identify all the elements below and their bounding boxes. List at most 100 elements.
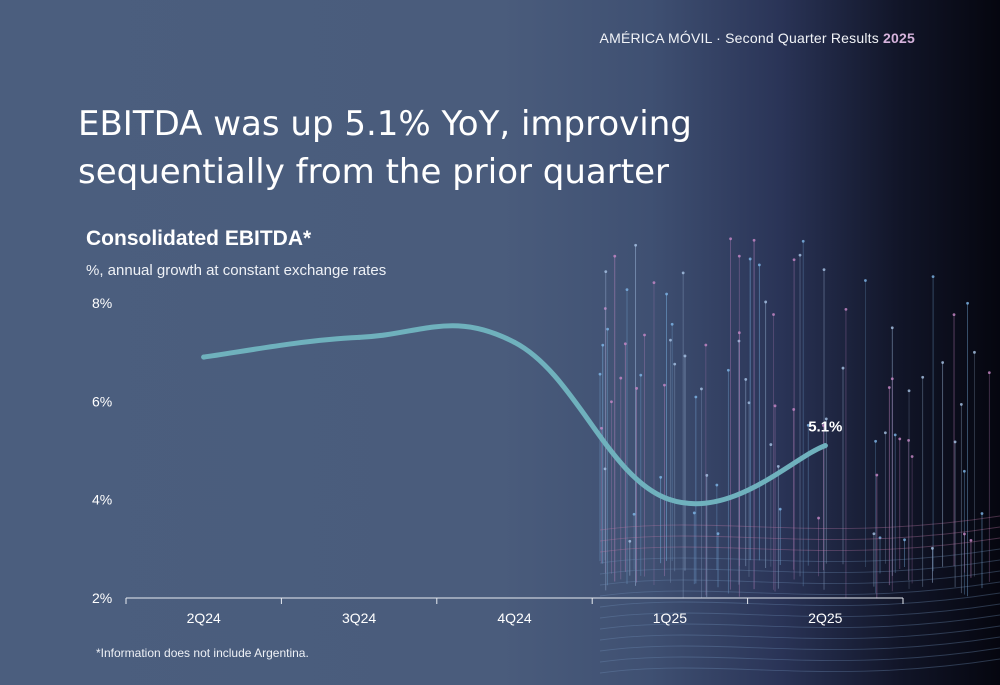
light-dot <box>792 258 796 262</box>
light-dot <box>613 254 617 258</box>
light-dot <box>893 433 897 437</box>
light-wave <box>599 603 1000 619</box>
light-dot <box>632 512 636 516</box>
light-dot <box>987 371 991 375</box>
light-dot <box>874 439 877 443</box>
light-dot <box>715 483 719 487</box>
light-dot <box>665 292 668 296</box>
light-dot <box>603 307 607 310</box>
light-dot <box>669 338 672 342</box>
light-dot <box>776 465 780 468</box>
light-dot <box>822 268 826 272</box>
data-point <box>512 339 517 345</box>
footnote: *Information does not include Argentina. <box>96 646 309 660</box>
light-dot <box>603 467 607 471</box>
light-dot <box>941 361 945 364</box>
light-dot <box>744 378 748 381</box>
light-dot <box>694 395 698 399</box>
light-dot <box>628 539 632 543</box>
light-dot <box>705 473 709 477</box>
light-dot <box>931 275 935 278</box>
light-dot <box>792 408 796 411</box>
light-dot <box>601 343 605 347</box>
light-dot <box>903 538 906 542</box>
light-wave <box>599 636 1000 652</box>
light-wave <box>599 548 1000 564</box>
light-dot <box>737 331 741 335</box>
light-dot <box>898 437 902 441</box>
light-dot <box>962 469 966 473</box>
light-dot <box>643 333 646 337</box>
light-dot <box>604 270 608 273</box>
chart-title: Consolidated EBITDA* <box>86 227 312 250</box>
light-dot <box>737 254 741 258</box>
light-dot <box>883 431 887 435</box>
light-dot <box>921 375 925 379</box>
light-dot <box>764 300 768 304</box>
light-wave <box>599 570 1000 586</box>
light-dot <box>878 536 882 540</box>
light-dot <box>692 511 696 515</box>
light-dot <box>907 438 910 442</box>
light-dot <box>875 473 879 477</box>
light-wave <box>599 625 1000 641</box>
light-dot <box>817 516 820 520</box>
light-dot <box>606 327 610 331</box>
series-line-ebitda-growth <box>201 323 828 507</box>
light-dot <box>757 263 761 267</box>
y-tick-label: 4% <box>92 492 112 508</box>
light-dot <box>635 386 638 390</box>
light-dot <box>747 401 751 405</box>
report-header: AMÉRICA MÓVIL · Second Quarter Results 2… <box>600 30 915 46</box>
light-dot <box>953 440 957 444</box>
light-dot <box>625 288 629 292</box>
x-tick-label: 2Q25 <box>808 610 842 626</box>
data-label: 5.1% <box>808 419 842 436</box>
light-wave <box>599 559 1000 575</box>
light-dot <box>639 373 643 377</box>
light-dot <box>670 322 674 326</box>
light-wave <box>599 526 1000 542</box>
light-dot <box>801 239 805 243</box>
light-dot <box>729 237 732 241</box>
light-dot <box>844 307 848 311</box>
light-wave <box>599 658 1000 674</box>
light-dot <box>673 362 677 366</box>
y-tick-label: 8% <box>92 295 112 311</box>
light-dot <box>966 301 969 305</box>
chart-subtitle: %, annual growth at constant exchange ra… <box>86 262 387 279</box>
light-dot <box>748 257 752 261</box>
light-wave <box>599 647 1000 663</box>
light-dot <box>841 366 845 370</box>
slide-title: EBITDA was up 5.1% YoY, improving sequen… <box>78 104 692 192</box>
light-dot <box>716 532 720 536</box>
light-dot <box>663 383 666 387</box>
chart-axes: 2% 4% 6% 8% 2Q24 3Q24 4Q24 1Q25 2Q25 <box>92 295 904 626</box>
y-tick-label: 2% <box>92 590 112 606</box>
light-dot <box>890 326 894 330</box>
x-tick-label: 4Q24 <box>497 610 531 626</box>
y-tick-label: 6% <box>92 393 112 409</box>
light-dot <box>887 386 891 389</box>
light-dot <box>872 532 876 536</box>
light-dot <box>773 404 777 408</box>
light-dot <box>822 424 825 427</box>
light-wave <box>599 537 1000 553</box>
light-dot <box>726 368 730 372</box>
report-year: 2025 <box>883 30 915 46</box>
light-dot <box>798 253 802 257</box>
light-dot <box>824 417 828 421</box>
light-wave <box>599 614 1000 630</box>
light-dot <box>598 372 602 376</box>
light-dot <box>778 507 782 511</box>
light-dot <box>683 354 687 358</box>
light-dot <box>619 376 623 380</box>
light-dot <box>952 313 956 317</box>
light-dot <box>623 342 627 346</box>
light-dot <box>959 403 963 406</box>
light-dot <box>769 443 773 446</box>
light-dot <box>700 387 703 391</box>
chart-marks: 5.1% <box>201 323 842 507</box>
light-dot <box>931 546 934 550</box>
